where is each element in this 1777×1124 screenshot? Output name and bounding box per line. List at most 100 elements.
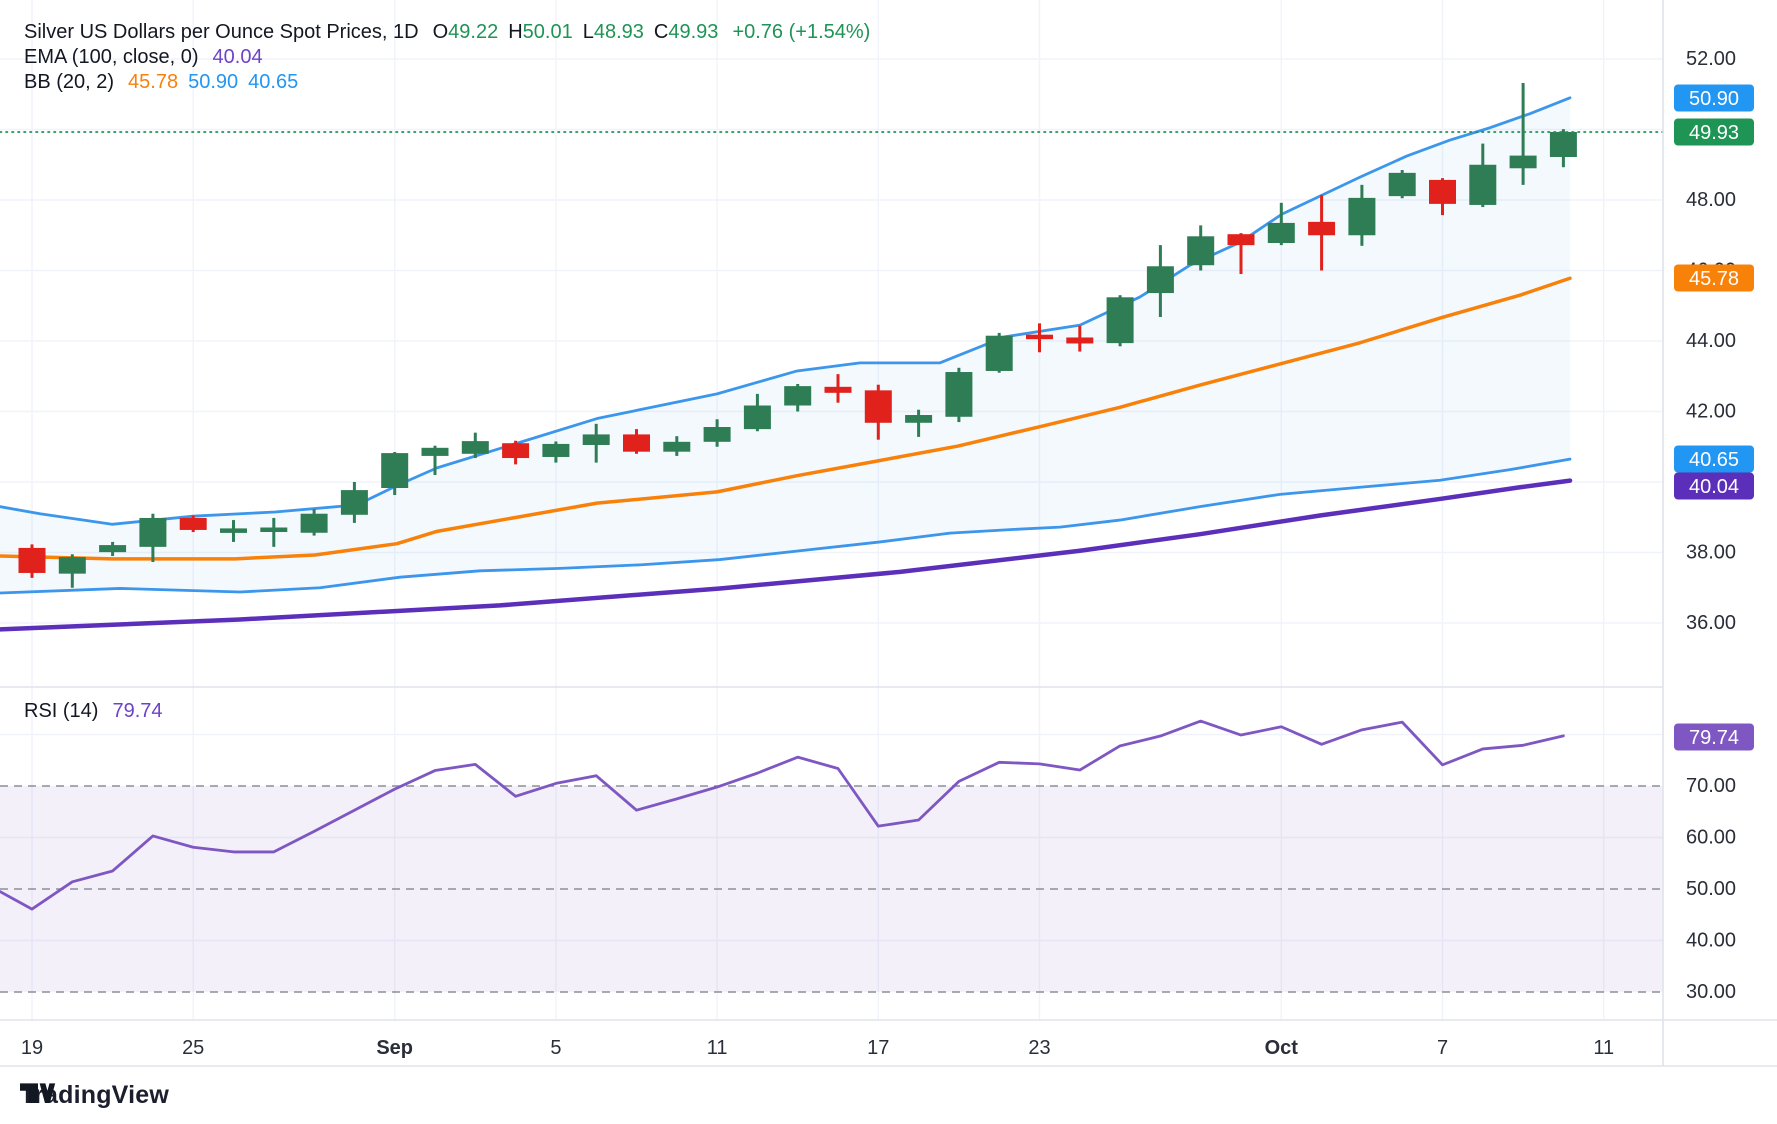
time-axis-label-Sep: Sep [376,1037,413,1059]
candle-body[interactable] [1267,222,1295,244]
time-axis-label-19: 19 [21,1037,43,1059]
time-axis-label-Oct: Oct [1265,1037,1299,1059]
rsi-line [0,719,1565,911]
candle-body[interactable] [582,434,610,445]
candle-body[interactable] [1066,337,1094,344]
close-label: C [653,21,669,43]
price-axis-label: 36.00 [1686,612,1736,634]
price-axis-label: 42.00 [1686,401,1736,423]
axis-badge-value: 45.78 [1689,268,1739,290]
time-axis-label-11: 11 [707,1037,728,1059]
candle-body[interactable] [1026,334,1053,340]
axis-badge-40.04 [1674,472,1754,500]
candle-body[interactable] [340,490,368,515]
rsi-value: 79.74 [112,700,163,722]
rsi-axis-label: 30.00 [1686,981,1736,1003]
bb-upper-line [0,96,1572,526]
candle-body[interactable] [1348,197,1376,236]
candle-body[interactable] [824,386,852,393]
candle-body[interactable] [1429,179,1456,204]
price-axis-label: 44.00 [1686,330,1736,352]
price-axis-label: 48.00 [1686,189,1736,211]
candle-body[interactable] [220,528,247,533]
change-value: +0.76 (+1.54%) [732,21,871,43]
axis-badge-value: 40.65 [1689,449,1739,471]
axis-badge-value: 79.74 [1689,727,1739,749]
bb-lower-line [0,457,1572,595]
candle-body[interactable] [905,415,933,423]
candle-body[interactable] [99,545,127,553]
time-axis-label-11: 11 [1593,1037,1614,1059]
candle-body[interactable] [945,372,973,417]
time-axis-label-5: 5 [550,1037,561,1059]
candle-body[interactable] [421,447,449,456]
candle-body[interactable] [260,527,288,533]
candle-body[interactable] [1469,164,1497,205]
open-label: O [432,21,449,43]
rsi-axis-label: 70.00 [1686,775,1736,797]
low-label: L [582,21,594,43]
price-axis-label: 38.00 [1686,542,1736,564]
candle-body[interactable] [1549,131,1577,157]
rsi-axis-label: 50.00 [1686,878,1736,900]
candle-body[interactable] [179,517,207,530]
candle-body[interactable] [1146,266,1174,294]
bb-lower-value: 40.65 [248,71,299,93]
axis-badge-value: 50.90 [1689,88,1739,110]
candle-body[interactable] [1106,297,1134,344]
ema-legend-row: EMA (100, close, 0) 40.04 [24,47,870,68]
time-axis-label-23: 23 [1028,1037,1050,1059]
axis-badge-value: 40.04 [1689,476,1739,498]
axis-badge-45.78 [1674,264,1754,292]
candle-body[interactable] [703,427,731,442]
bollinger-band-fill [0,97,1570,594]
tradingview-logo-icon [20,1083,56,1103]
candle-body[interactable] [18,547,46,573]
candle-body[interactable] [1388,172,1416,197]
high-label: H [508,21,523,43]
time-axis-label-17: 17 [867,1037,889,1059]
candle-body[interactable] [58,557,86,574]
bb-basis-value: 45.78 [128,71,179,93]
candle-body[interactable] [784,386,812,406]
candle-body[interactable] [139,517,167,547]
candle-body[interactable] [623,434,650,452]
ema-line [0,478,1573,632]
candle-body[interactable] [542,443,570,457]
open-value: 49.22 [448,21,499,43]
rsi-label: RSI (14) [24,700,99,722]
axis-badge-49.93 [1674,118,1754,146]
time-axis-label-7: 7 [1437,1037,1448,1059]
candle-body[interactable] [1187,236,1215,266]
axis-badge-40.65 [1674,445,1754,473]
candle-body[interactable] [1227,234,1255,246]
bb-upper-value: 50.90 [188,71,239,93]
axis-badge-79.74 [1674,723,1754,751]
candle-body[interactable] [1509,155,1537,169]
ema-label: EMA (100, close, 0) [24,46,199,68]
candle-body[interactable] [381,453,409,488]
candle-body[interactable] [985,335,1013,371]
symbol-title: Silver US Dollars per Ounce Spot Prices,… [24,21,419,43]
axis-badge-50.90 [1674,84,1754,112]
time-axis-label-25: 25 [182,1037,204,1059]
main-chart-legend[interactable]: Silver US Dollars per Ounce Spot Prices,… [24,22,870,93]
candle-body[interactable] [502,443,530,459]
bb-legend-row: BB (20, 2) 45.78 50.90 40.65 [24,72,870,93]
axis-badge-value: 49.93 [1689,122,1739,144]
candle-body[interactable] [461,441,489,454]
close-value: 49.93 [668,21,719,43]
rsi-axis-label: 40.00 [1686,930,1736,952]
rsi-legend[interactable]: RSI (14) 79.74 [24,701,163,722]
low-value: 48.93 [593,21,644,43]
high-value: 50.01 [522,21,573,43]
candle-body[interactable] [663,441,691,452]
candle-body[interactable] [1308,221,1336,236]
tradingview-attribution[interactable]: TradingView [20,1081,169,1110]
ema-value: 40.04 [212,46,263,68]
candle-body[interactable] [743,405,771,430]
candle-body[interactable] [300,513,328,533]
candle-body[interactable] [864,390,892,423]
